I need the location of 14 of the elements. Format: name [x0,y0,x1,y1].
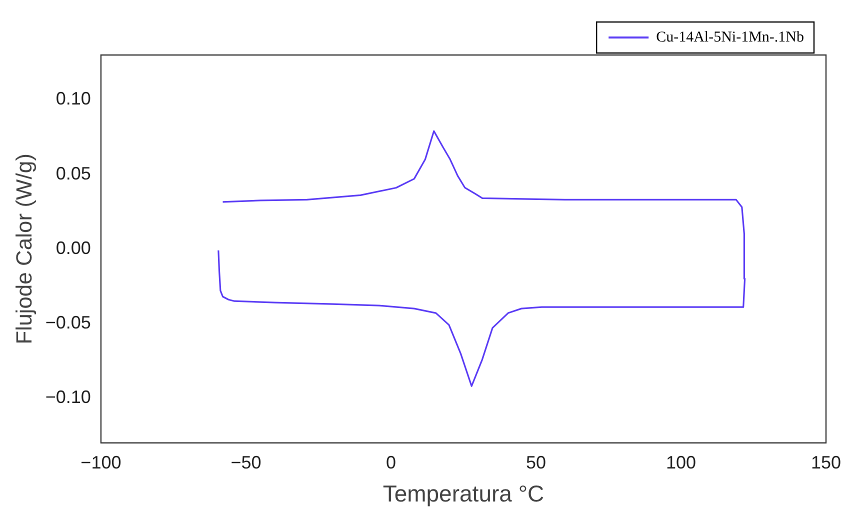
x-tick-label: 50 [526,452,546,473]
x-axis-title: Temperatura °C [382,480,544,507]
y-tick-label: 0.00 [56,238,91,258]
y-tick-label: −0.05 [45,312,91,332]
x-tick-label: 150 [810,452,842,473]
legend-label: Cu-14Al-5Ni-1Mn-.1Nb [656,29,804,46]
x-tick-label: 100 [666,452,696,473]
y-tick-label: −0.10 [45,387,91,408]
y-tick-label: 0.10 [56,88,91,109]
x-tick-label: −50 [230,452,262,473]
x-tick-label: 0 [386,452,396,473]
y-tick-label: 0.05 [56,163,91,184]
y-axis-title: Flujode Calor (W/g) [11,154,36,344]
x-tick-label: −100 [80,452,122,473]
